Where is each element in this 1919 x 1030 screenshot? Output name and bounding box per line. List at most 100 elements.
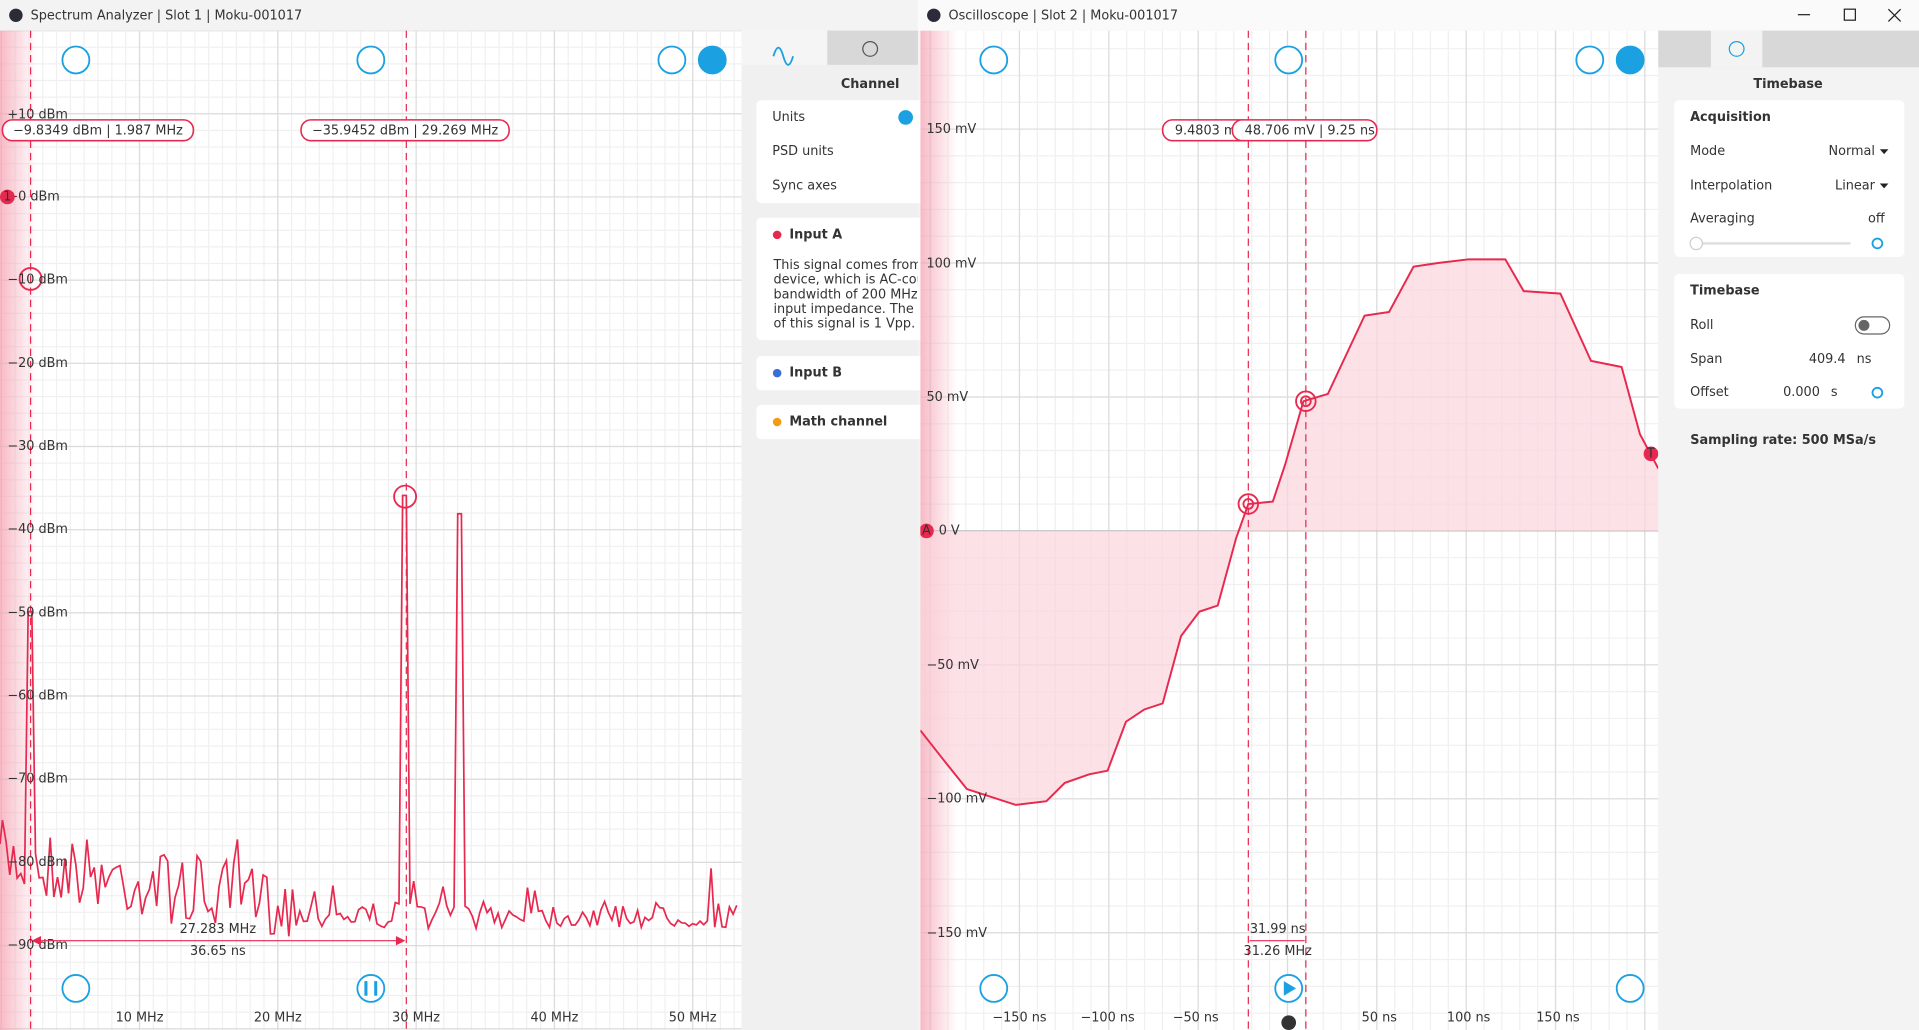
setting-label: Interpolation	[1690, 178, 1772, 193]
input-card[interactable]	[756, 355, 928, 391]
setting-label[interactable]: Sync axes	[772, 178, 837, 193]
spectrum-plot: +10 dBm +0 dBm −10 dBm −20 dBm −30 dBm −40 dB…	[0, 30, 742, 1030]
y-tick-label: −150 mV	[926, 926, 987, 941]
x-tick-label: 20 MHz	[254, 1010, 302, 1025]
marker	[920, 523, 934, 539]
panel-title: Channel	[841, 77, 900, 92]
tab[interactable]	[827, 30, 918, 65]
measure-arrow	[31, 936, 406, 946]
cursor-label-box	[1231, 119, 1378, 142]
setting-value[interactable]: Linear	[1835, 178, 1876, 193]
x-tick-label: 100 ns	[1447, 1010, 1491, 1025]
window-title: Spectrum Analyzer | Slot 1 | Moku-001017	[31, 8, 303, 23]
y-tick-label: 150 mV	[926, 122, 976, 137]
setting-label[interactable]: Units	[772, 110, 805, 125]
y-tick-label: −100 mV	[926, 791, 987, 806]
description-line: device, which is AC-coupled,	[773, 273, 956, 288]
scope-titlebar	[917, 0, 1919, 31]
pause-button[interactable]	[356, 974, 386, 1003]
x-tick-label: 50 MHz	[669, 1010, 717, 1025]
input-card[interactable]	[756, 217, 928, 341]
scope-plot: 150 mV 100 mV 50 mV 0 V −50 mV −100 mV −150 mV…	[920, 30, 1659, 1030]
input-card[interactable]	[756, 404, 928, 440]
input-dot	[772, 417, 782, 427]
toggle-knob	[1858, 319, 1870, 331]
scope-trace	[920, 258, 1659, 806]
cloud-button[interactable]	[1274, 45, 1304, 75]
menu-button[interactable]	[979, 45, 1009, 75]
pause-glyph	[364, 981, 378, 996]
maximize-button[interactable]	[1843, 8, 1856, 21]
cursor-label-box	[1, 119, 195, 142]
settings-card	[756, 100, 928, 204]
settings-button[interactable]	[697, 45, 727, 75]
trace-button[interactable]	[1615, 974, 1645, 1003]
close-button[interactable]	[1887, 8, 1902, 22]
zoom-button[interactable]	[1575, 45, 1605, 75]
y-tick-label: −70 dBm	[7, 772, 68, 787]
slider-thumb[interactable]	[1689, 236, 1703, 251]
spectrum-titlebar	[0, 0, 918, 31]
cursor-label: −35.9452 dBm | 29.269 MHz	[312, 123, 499, 138]
input-dot	[772, 368, 782, 378]
cursor-button[interactable]	[979, 974, 1009, 1003]
setting-unit: ns	[1857, 352, 1872, 367]
cursor-label: −9.8349 dBm | 1.987 MHz	[13, 123, 183, 138]
panel-title: Timebase	[1753, 77, 1823, 92]
marker-label: T	[1646, 446, 1655, 461]
acquisition-card	[1674, 100, 1905, 257]
y-tick-label: −10 dBm	[7, 273, 68, 288]
cursor-label-box	[300, 119, 510, 142]
card-title: Timebase	[1690, 284, 1760, 299]
x-tick-label: 150 ns	[1536, 1010, 1580, 1025]
dropdown-arrow	[1879, 183, 1889, 189]
tab-active[interactable]	[1710, 30, 1763, 68]
setting-label: Span	[1690, 352, 1722, 367]
cursor-marker	[1237, 493, 1260, 515]
y-tick-label: −40 dBm	[7, 522, 68, 537]
setting-value[interactable]: 409.4	[1809, 352, 1846, 367]
marker	[1643, 446, 1659, 462]
setting-label[interactable]: PSD units	[772, 144, 834, 159]
card-title: Acquisition	[1690, 110, 1771, 125]
setting-unit: s	[1831, 385, 1838, 400]
menu-button[interactable]	[61, 45, 91, 75]
marker-label: A	[922, 523, 931, 538]
settings-button[interactable]	[1615, 45, 1645, 75]
setting-label: Offset	[1690, 385, 1729, 400]
dropdown-arrow	[1879, 149, 1889, 155]
setting-value[interactable]: off	[1868, 211, 1886, 226]
description-line: input impedance. The maxim	[773, 302, 961, 317]
y-tick-label: −90 dBm	[7, 938, 68, 953]
y-tick-label: −60 dBm	[7, 689, 68, 704]
x-tick-label: 30 MHz	[392, 1010, 440, 1025]
reset-icon[interactable]	[1871, 386, 1884, 399]
marker	[1281, 1015, 1297, 1030]
zoom-button[interactable]	[657, 45, 687, 75]
timebase-card	[1674, 274, 1905, 409]
cursor-marker	[18, 266, 43, 291]
cursor-label: 48.706 mV | 9.25 ns	[1245, 123, 1376, 138]
x-tick-label: −150 ns	[992, 1010, 1046, 1025]
x-tick-label: 50 ns	[1362, 1010, 1398, 1025]
x-tick-label: 10 MHz	[116, 1010, 164, 1025]
sampling-rate: Sampling rate: 500 MSa/s	[1690, 433, 1876, 448]
y-tick-label: −50 mV	[926, 658, 979, 673]
input-name: Input B	[789, 366, 842, 381]
description-line: bandwidth of 200 MHz and 5	[773, 287, 958, 302]
app-icon	[927, 8, 941, 23]
setting-value[interactable]: Normal	[1829, 144, 1875, 159]
wave-icon	[772, 46, 794, 66]
y-tick-label: −80 dBm	[7, 855, 68, 870]
description-line: of this signal is 1 Vpp.	[773, 317, 915, 332]
setting-value[interactable]: 0.000	[1783, 385, 1820, 400]
cloud-button[interactable]	[356, 45, 386, 75]
measure-label: 31.99 ns	[1250, 922, 1306, 937]
reset-icon[interactable]	[1871, 237, 1884, 250]
x-tick-label: −100 ns	[1081, 1010, 1135, 1025]
cursor-button[interactable]	[61, 974, 91, 1003]
cursor-marker	[1295, 390, 1317, 412]
